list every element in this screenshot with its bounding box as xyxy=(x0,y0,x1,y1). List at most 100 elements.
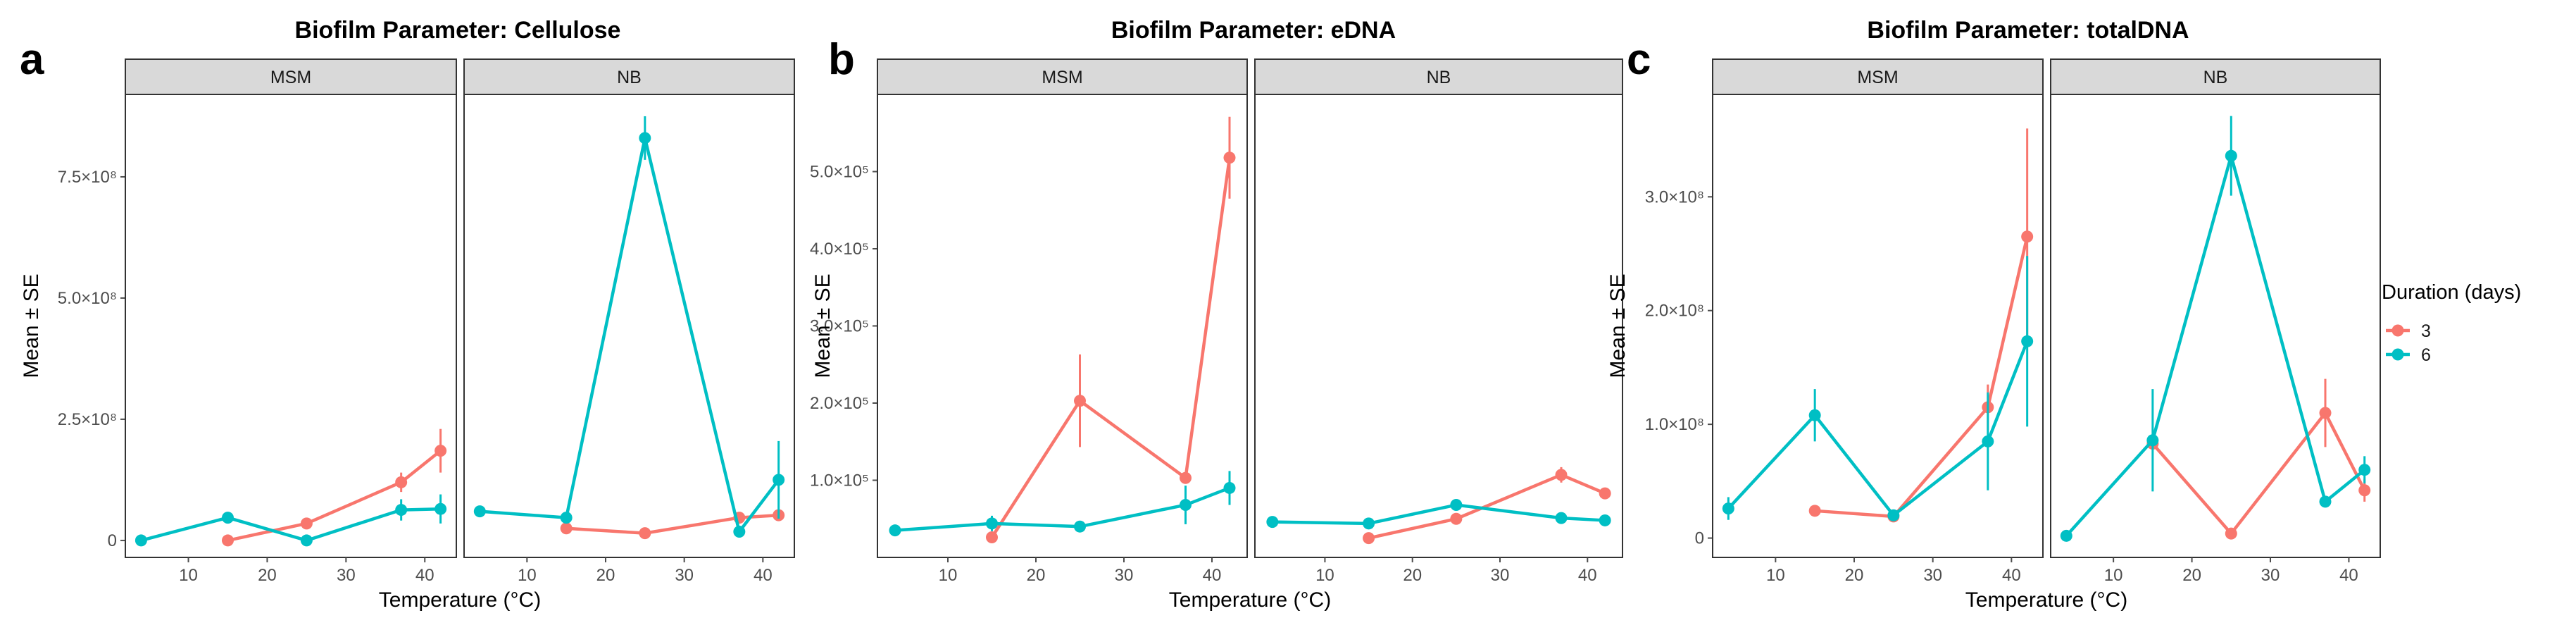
series-line xyxy=(2151,411,2366,536)
data-point xyxy=(889,524,901,537)
plot-area xyxy=(1266,467,1611,545)
plot-frame xyxy=(877,94,1248,558)
y-tick-label: 5.0×10⁵ xyxy=(810,163,869,182)
data-point xyxy=(1450,499,1463,512)
data-point xyxy=(2319,407,2332,419)
x-tick-label: 20 xyxy=(1845,566,1864,585)
data-point xyxy=(2060,529,2072,542)
panel-letter: b xyxy=(828,35,855,84)
y-tick-label: 7.5×10⁸ xyxy=(58,168,117,187)
panel-title: Biofilm Parameter: Cellulose xyxy=(295,17,621,44)
data-point xyxy=(1180,471,1192,484)
legend-title: Duration (days) xyxy=(2382,281,2521,304)
series-6-days xyxy=(889,471,1236,537)
data-point xyxy=(2021,230,2034,243)
panel-a: a Biofilm Parameter: Cellulose 0 2.5×10⁸ 5.0… xyxy=(20,17,795,612)
y-tick-label: 0 xyxy=(108,531,117,550)
data-point xyxy=(1450,512,1463,525)
facet-strip-label: MSM xyxy=(1042,68,1082,87)
series-line xyxy=(480,136,780,533)
y-tick-label: 2.0×10⁸ xyxy=(1645,302,1704,321)
y-axis-title: Mean ± SE xyxy=(20,273,43,378)
data-point xyxy=(2358,464,2371,476)
legend-label: 3 xyxy=(2421,321,2431,341)
series-line xyxy=(894,486,1230,532)
data-point xyxy=(1180,499,1192,512)
legend-entry: 3 xyxy=(2386,321,2431,341)
series-line xyxy=(990,157,1232,538)
data-point xyxy=(1599,487,1611,500)
x-tick-label: 40 xyxy=(754,566,773,585)
facet-msm: MSM 10 20 30 40 xyxy=(1712,58,2044,585)
panel-title: Biofilm Parameter: totalDNA xyxy=(1867,17,2189,44)
series-line xyxy=(566,513,779,535)
x-tick-label: 30 xyxy=(675,566,694,585)
data-point xyxy=(1223,152,1236,164)
data-point xyxy=(2021,335,2034,347)
series-3-days xyxy=(1363,467,1611,545)
x-tick-label: 20 xyxy=(1027,566,1046,585)
x-tick-label: 10 xyxy=(939,566,958,585)
data-point xyxy=(221,512,234,524)
series-line xyxy=(2065,154,2366,537)
y-tick-label: 4.0×10⁵ xyxy=(810,240,869,259)
data-point xyxy=(221,534,234,547)
data-point xyxy=(986,517,998,530)
facet-strip-label: NB xyxy=(617,68,642,87)
panel-c: c Biofilm Parameter: totalDNA 0 1.0×10⁸ 2.0×… xyxy=(1606,17,2381,612)
data-point xyxy=(733,526,746,538)
legend-entry: 6 xyxy=(2386,345,2431,365)
plot-frame xyxy=(2050,94,2381,558)
x-tick-label: 10 xyxy=(1315,566,1334,585)
x-tick-label: 20 xyxy=(1403,566,1422,585)
data-point xyxy=(986,531,998,544)
panel-title: Biofilm Parameter: eDNA xyxy=(1111,17,1396,44)
series-line xyxy=(1368,473,1606,540)
x-tick-label: 40 xyxy=(2002,566,2021,585)
data-point xyxy=(1808,505,1821,517)
data-point xyxy=(2358,484,2371,497)
plot-area xyxy=(473,116,785,540)
x-tick-label: 30 xyxy=(1491,566,1510,585)
facet-strip-label: MSM xyxy=(1857,68,1898,87)
data-point xyxy=(1074,520,1086,533)
facet-strip xyxy=(877,58,1248,95)
facet-strip xyxy=(1254,58,1623,95)
x-tick-label: 30 xyxy=(337,566,356,585)
x-tick-label: 10 xyxy=(518,566,537,585)
series-6-days xyxy=(1266,499,1611,530)
plot-area xyxy=(889,116,1236,544)
series-6-days xyxy=(2060,116,2371,542)
y-axis-title: Mean ± SE xyxy=(811,273,834,378)
x-tick-label: 10 xyxy=(1766,566,1785,585)
x-tick-label: 40 xyxy=(2339,566,2358,585)
facet-strip xyxy=(2050,58,2381,95)
data-point xyxy=(1223,481,1236,494)
data-point xyxy=(1722,502,1734,515)
panel-letter: a xyxy=(20,35,44,84)
facet-nb: NB 10 20 30 40 xyxy=(463,58,795,585)
series-6-days xyxy=(1722,256,2034,521)
x-tick-label: 30 xyxy=(1923,566,1942,585)
y-tick-label: 3.0×10⁸ xyxy=(1645,187,1704,206)
panel-letter: c xyxy=(1627,35,1651,84)
series-line xyxy=(1815,236,2029,519)
data-point xyxy=(2225,149,2237,162)
facet-strip xyxy=(1712,58,2044,95)
data-point xyxy=(300,517,313,530)
data-point xyxy=(1982,435,1994,447)
legend-key-point xyxy=(2391,348,2404,361)
plot-frame xyxy=(125,94,457,558)
facet-strip xyxy=(125,58,457,95)
series-line xyxy=(1727,340,2029,517)
facet-nb: NB 10 20 30 40 xyxy=(2050,58,2381,585)
facet-nb: NB 10 20 30 40 xyxy=(1254,58,1623,585)
plot-frame xyxy=(463,94,795,558)
data-point xyxy=(1363,517,1375,530)
facet-strip xyxy=(463,58,795,95)
x-tick-label: 10 xyxy=(2104,566,2123,585)
x-tick-label: 20 xyxy=(596,566,615,585)
x-tick-label: 20 xyxy=(2182,566,2201,585)
x-tick-label: 30 xyxy=(2261,566,2280,585)
data-point xyxy=(560,522,573,535)
